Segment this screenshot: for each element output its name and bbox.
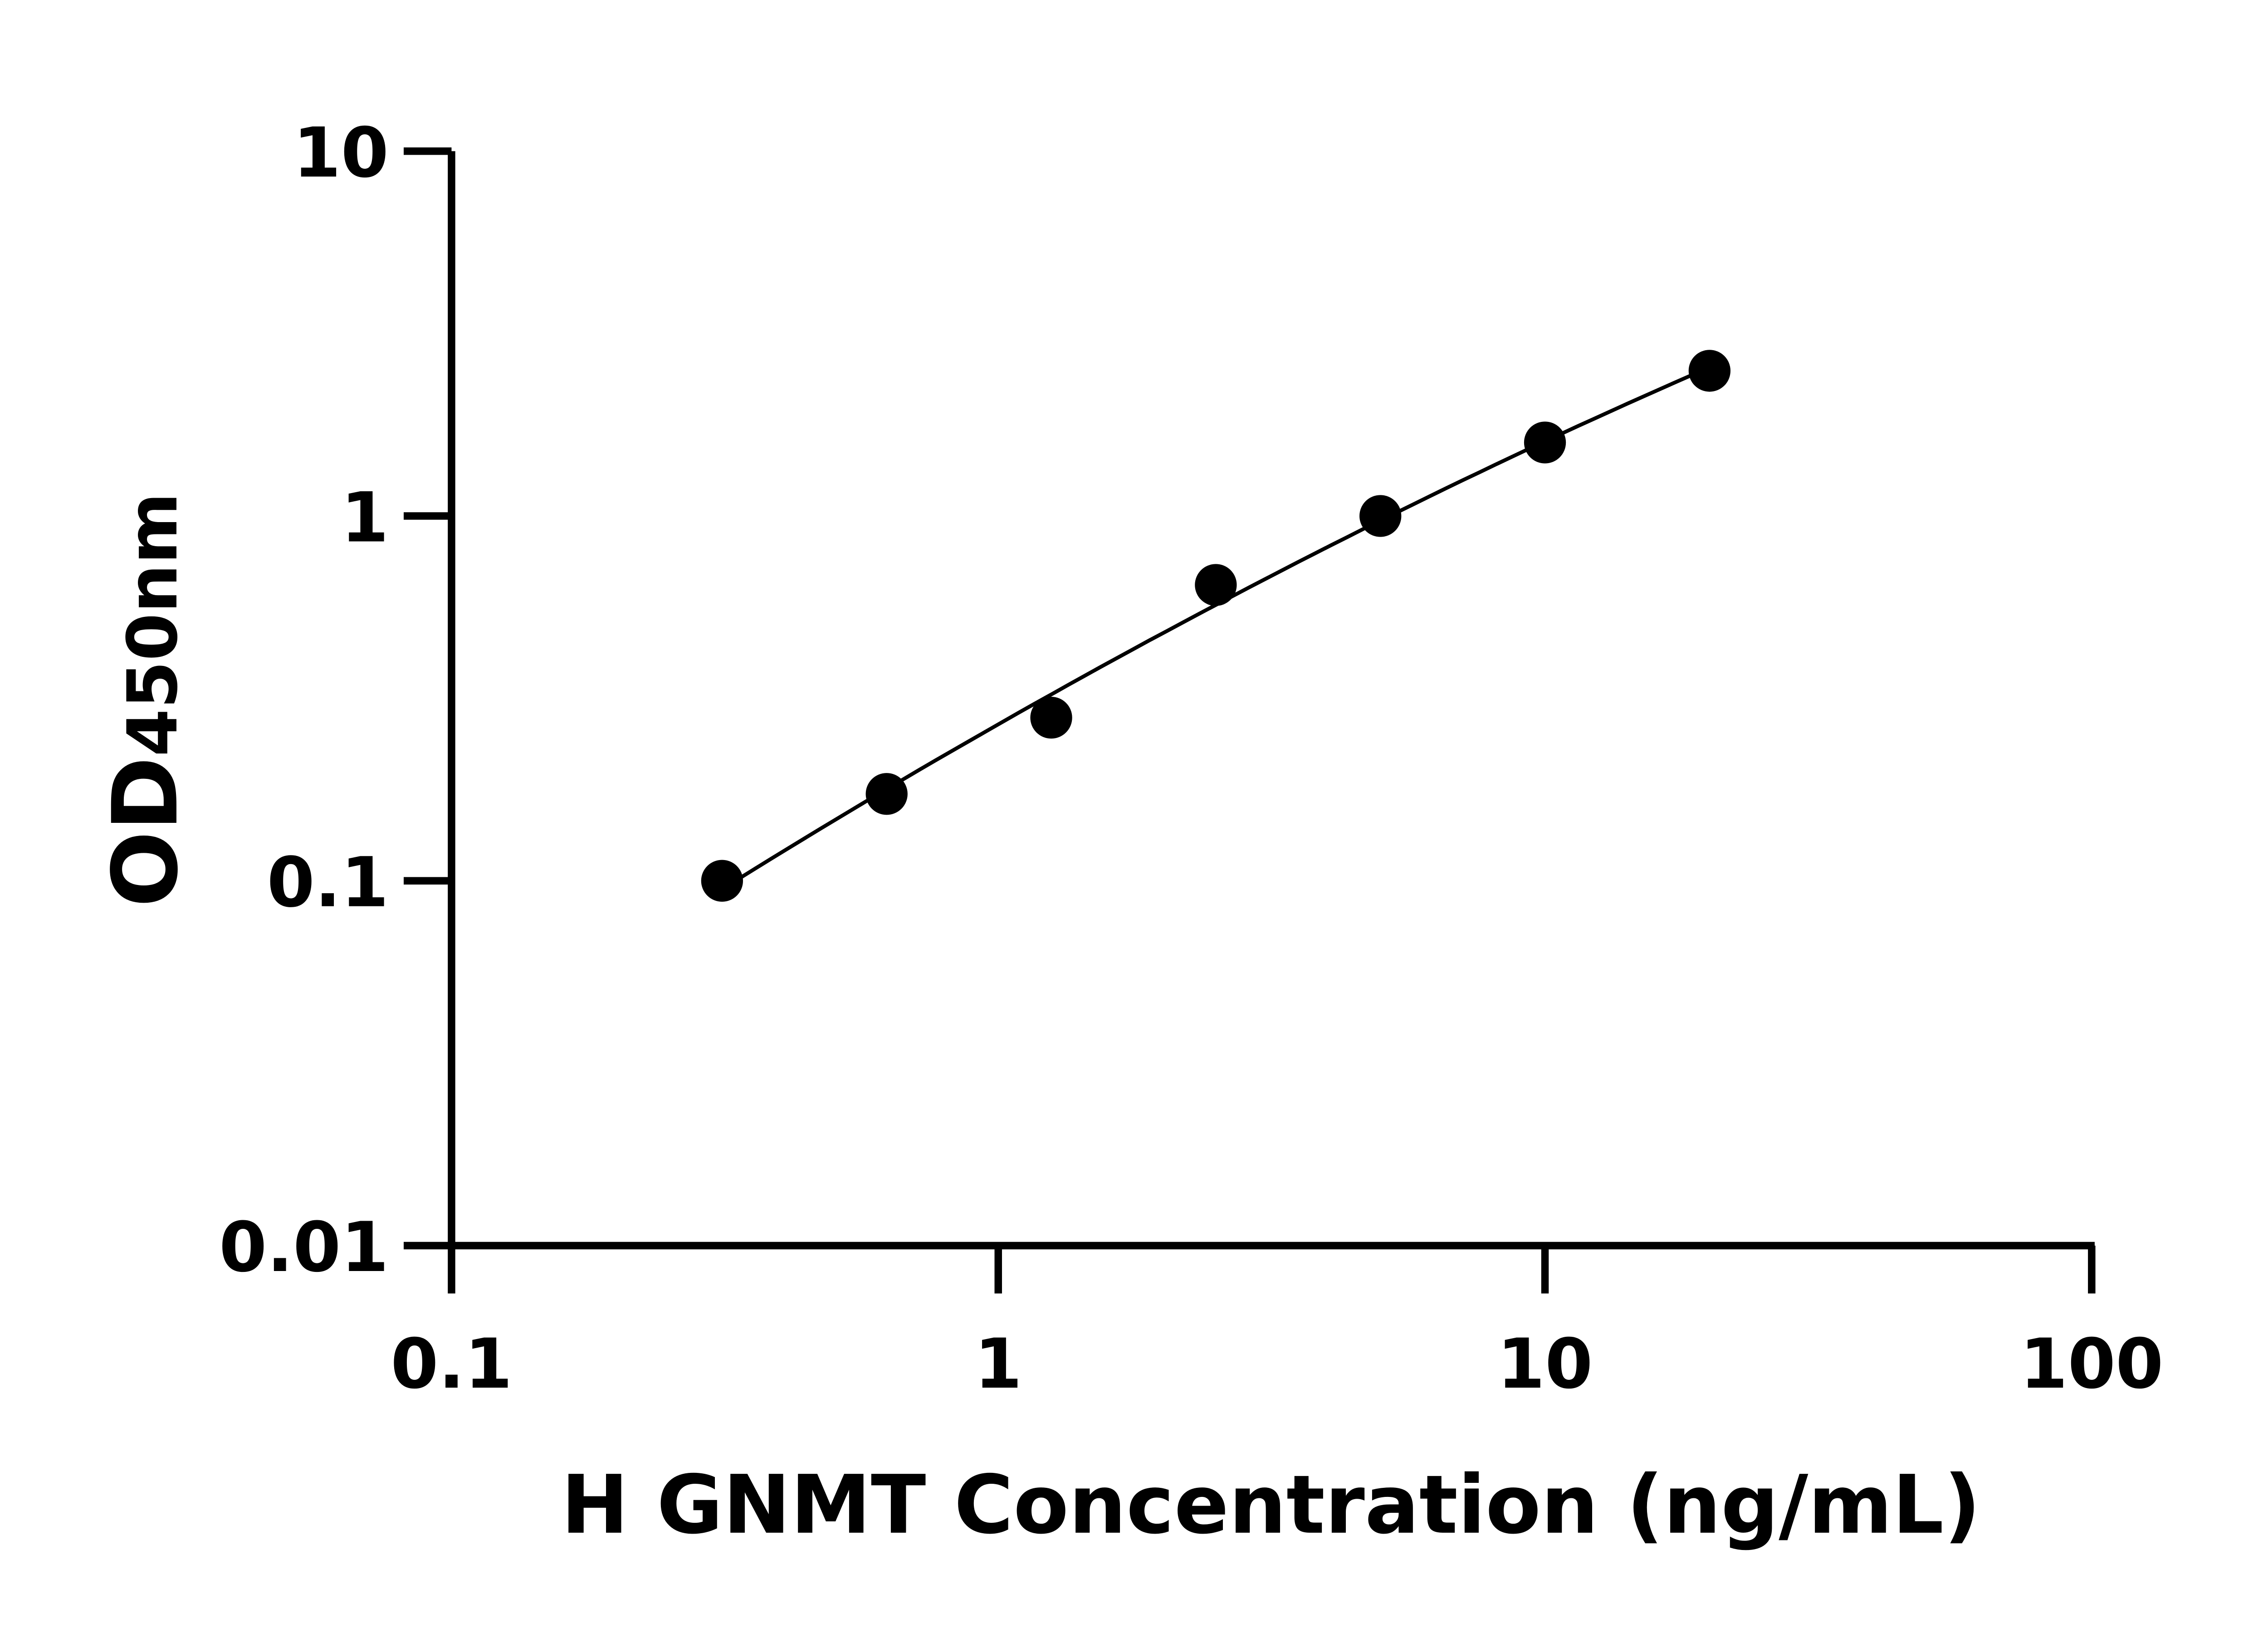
axes	[403, 147, 2096, 1294]
x-tick-label: 100	[2020, 1324, 2163, 1404]
x-tick-label: 10	[1497, 1324, 1593, 1404]
data-point	[1195, 564, 1237, 606]
data-point	[1688, 350, 1731, 392]
y-axis-label-main: OD	[93, 757, 198, 907]
y-axis-label: OD450nm	[93, 493, 198, 908]
y-tick-label: 0.01	[219, 1207, 389, 1287]
y-axis-label-sub: 450nm	[112, 493, 193, 757]
data-points	[701, 350, 1731, 902]
x-tick-label: 0.1	[391, 1324, 513, 1404]
data-point	[865, 773, 908, 815]
data-point	[1524, 421, 1566, 464]
y-tick-label: 10	[293, 112, 389, 193]
y-tick-label: 1	[341, 478, 389, 558]
data-point	[701, 860, 743, 902]
y-tick-label: 0.1	[267, 842, 389, 923]
x-tick-label: 1	[974, 1324, 1022, 1404]
data-point	[1030, 696, 1072, 739]
x-axis-label: H GNMT Concentration (ng/mL)	[561, 1458, 1981, 1552]
data-point	[1359, 495, 1402, 537]
